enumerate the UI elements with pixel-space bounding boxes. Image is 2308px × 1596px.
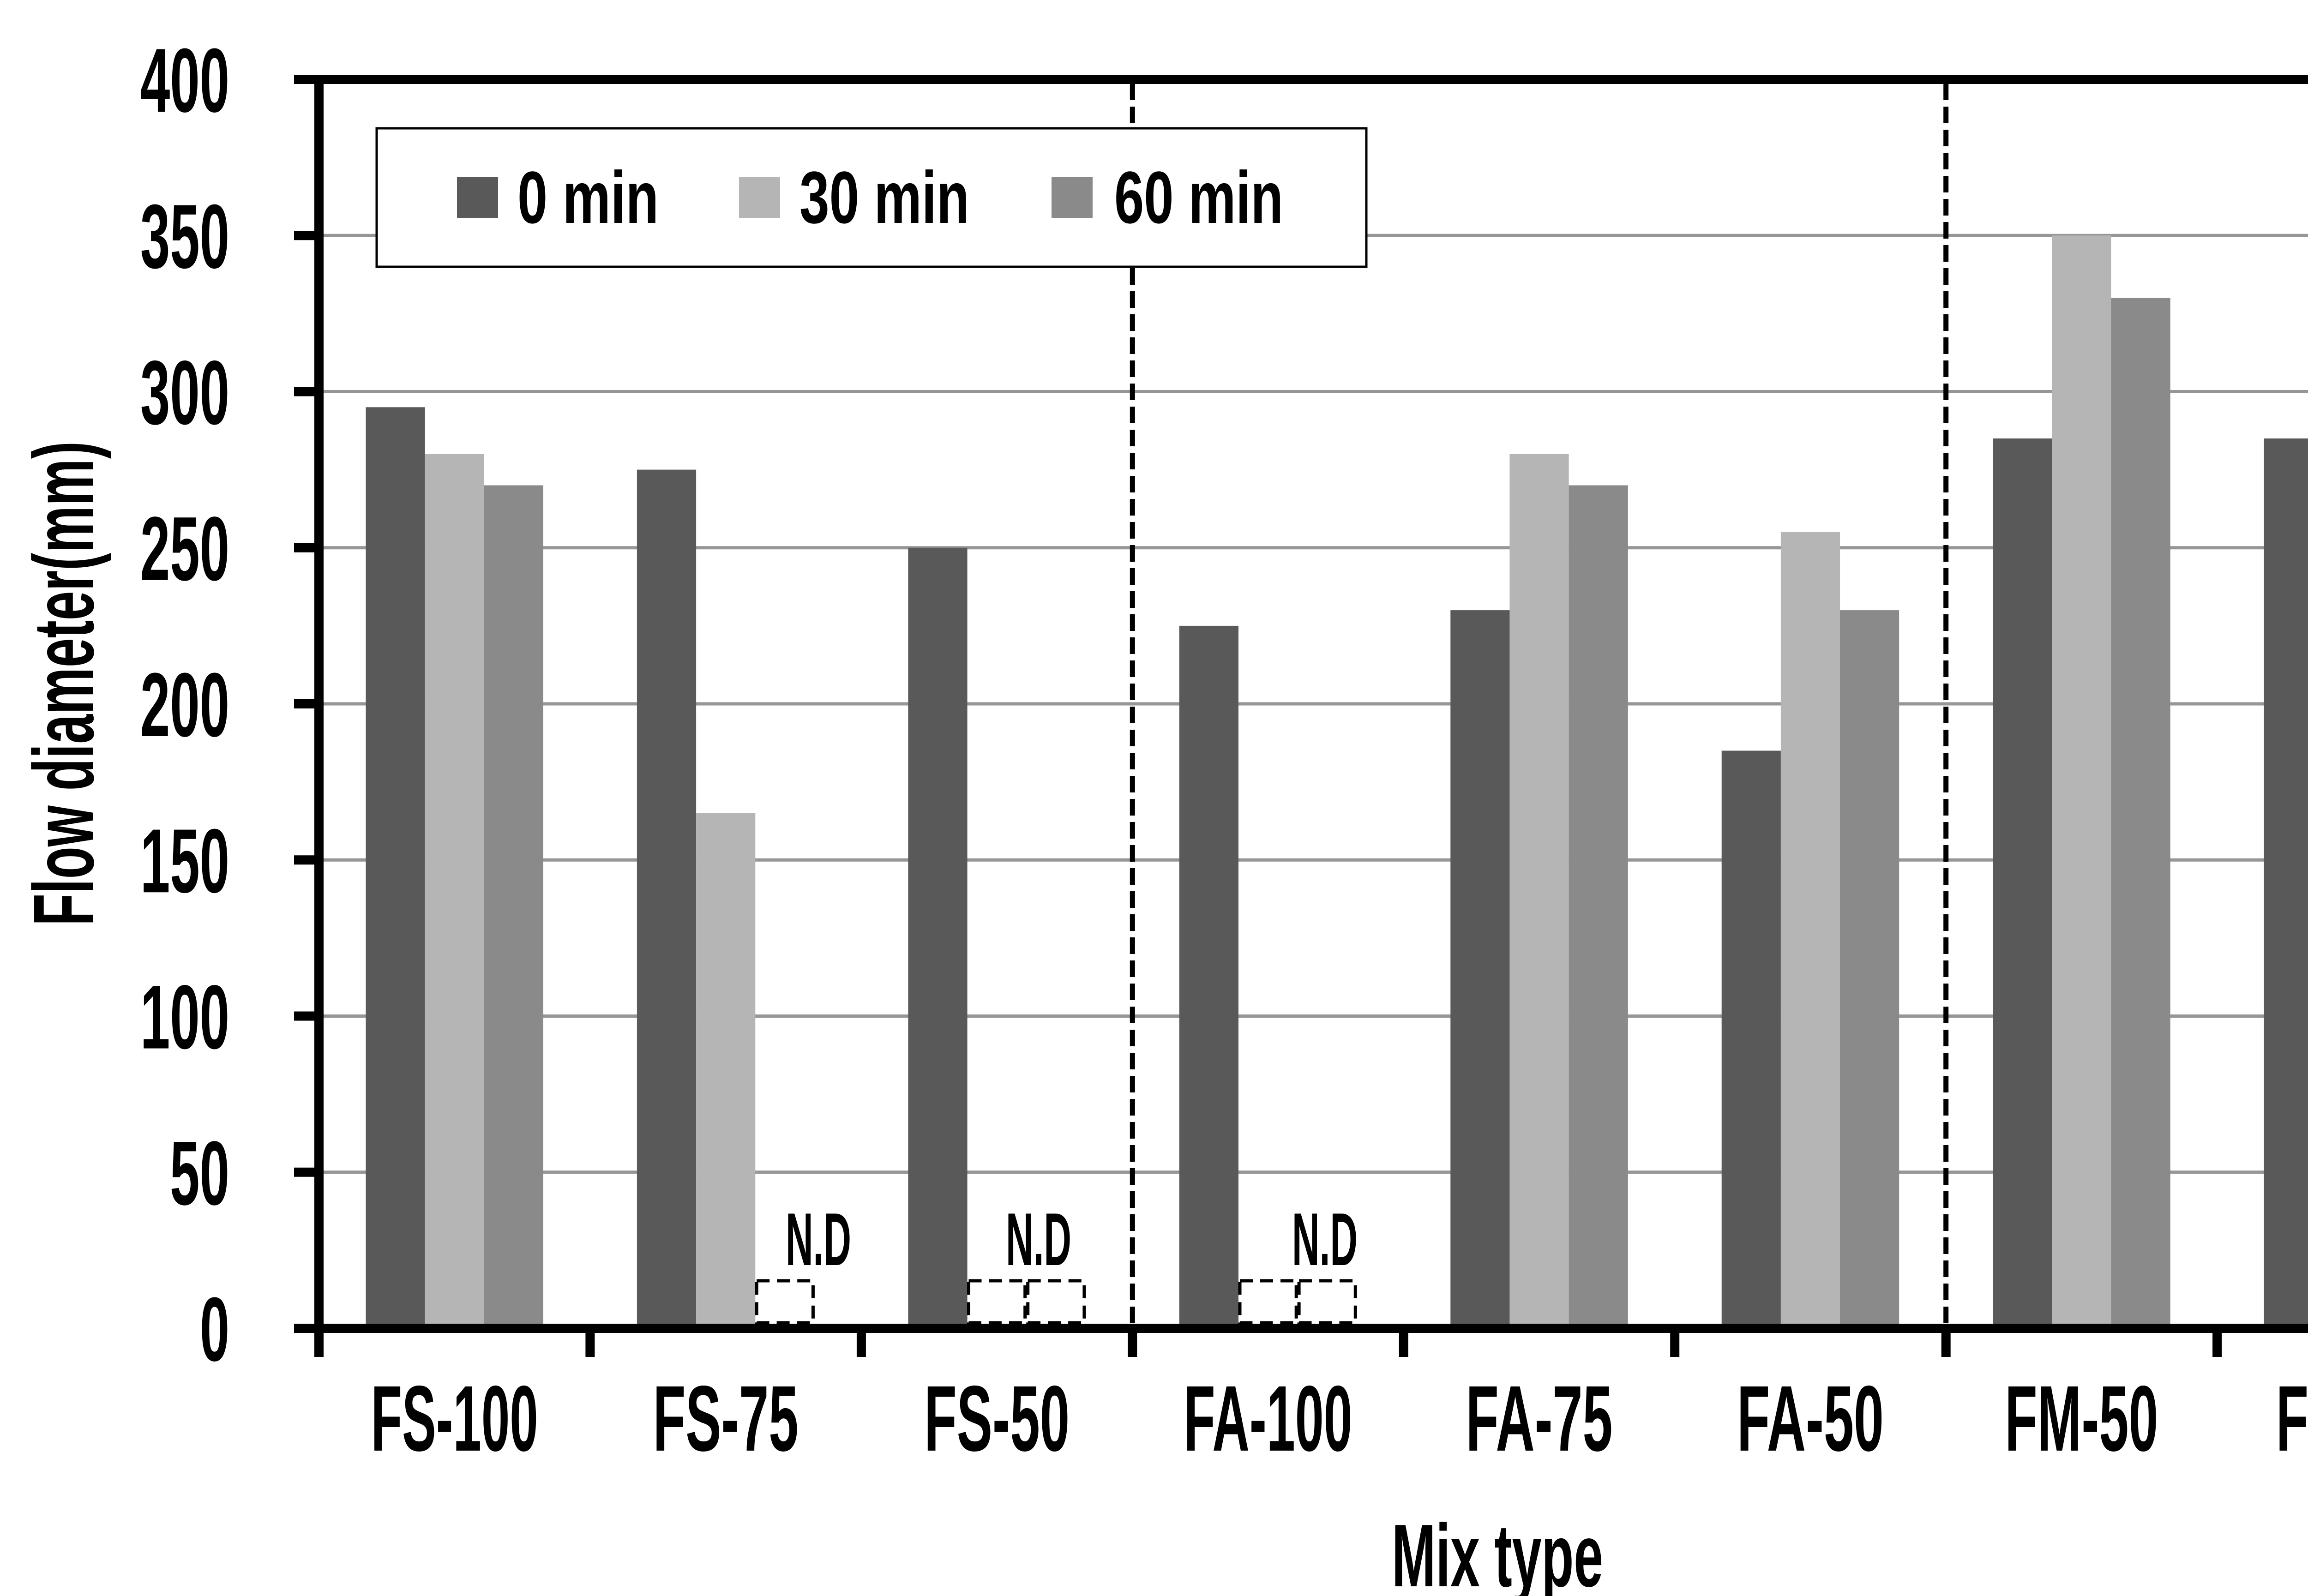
svg-text:FS-100: FS-100 <box>371 1366 538 1470</box>
svg-text:FA-100: FA-100 <box>1184 1366 1352 1470</box>
svg-text:FA-75: FA-75 <box>1466 1366 1613 1470</box>
svg-text:200: 200 <box>140 654 229 756</box>
svg-text:FS-75: FS-75 <box>653 1366 799 1470</box>
svg-text:250: 250 <box>140 498 229 600</box>
svg-text:400: 400 <box>140 30 229 131</box>
svg-text:FM-37: FM-37 <box>2276 1366 2308 1470</box>
svg-text:30 min: 30 min <box>799 156 969 239</box>
svg-text:350: 350 <box>140 186 229 287</box>
svg-text:0 min: 0 min <box>517 156 659 239</box>
svg-text:Flow diameter(mm): Flow diameter(mm) <box>16 441 112 926</box>
svg-text:FA-50: FA-50 <box>1737 1366 1884 1470</box>
svg-text:FM-50: FM-50 <box>2005 1366 2158 1470</box>
svg-text:60 min: 60 min <box>1114 156 1283 239</box>
svg-text:N.D: N.D <box>1292 1198 1358 1281</box>
svg-text:300: 300 <box>140 342 229 444</box>
svg-text:N.D: N.D <box>1006 1198 1071 1281</box>
svg-text:50: 50 <box>170 1122 229 1224</box>
svg-text:150: 150 <box>140 810 229 912</box>
svg-text:FS-50: FS-50 <box>924 1366 1070 1470</box>
svg-text:100: 100 <box>140 966 229 1068</box>
svg-text:Mix type: Mix type <box>1392 1506 1603 1596</box>
svg-text:0: 0 <box>200 1278 229 1380</box>
svg-text:N.D: N.D <box>786 1198 851 1281</box>
